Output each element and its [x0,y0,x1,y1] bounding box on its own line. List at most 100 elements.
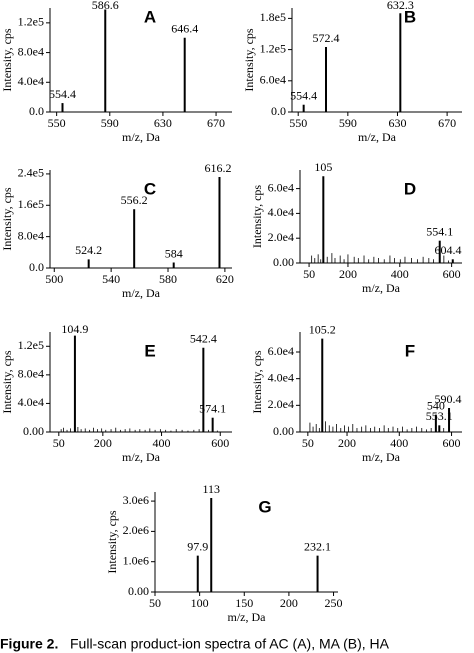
x-tick-label: 200 [338,436,356,450]
x-tick-label: 600 [443,267,461,281]
x-tick-label: 590 [101,116,119,130]
y-axis-label: Intensity, cps [0,28,14,92]
x-axis-label: m/z, Da [362,281,401,295]
y-axis-label: Intensity, cps [250,185,264,249]
panel-letter: E [144,341,155,360]
x-tick-label: 200 [280,596,298,610]
x-tick-label: 580 [159,272,177,286]
peak-label: 540 [427,398,445,412]
peak-label: 604.4 [435,243,462,257]
y-tick-label: 6.0e4 [268,180,294,194]
peak-label: 574.1 [199,401,226,415]
x-tick-label: 550 [48,116,66,130]
y-tick-label: 0.0 [271,104,286,118]
y-tick-label: 2.4e5 [18,166,44,180]
peak-label: 554.4 [49,87,76,101]
peak-label: 584 [165,246,183,260]
x-axis-label: m/z, Da [228,610,267,624]
y-tick-label: 6.0e4 [260,73,286,87]
x-tick-label: 670 [207,116,225,130]
y-tick-label: 4.0e4 [268,370,294,384]
y-tick-label: 8.0e4 [18,367,44,381]
y-tick-label: 0.0 [29,104,44,118]
peak-label: 232.1 [304,539,331,553]
y-tick-label: 6.0e4 [268,344,294,358]
x-tick-label: 670 [438,116,456,130]
peak-label: 590.4 [435,392,462,406]
panel-letter: B [404,7,416,26]
y-tick-label: 0.00 [273,424,294,438]
x-tick-label: 100 [191,596,209,610]
peak-label: 616.2 [205,161,232,175]
x-tick-label: 550 [289,116,307,130]
y-tick-label: 1.6e5 [18,197,44,211]
x-axis-label: m/z, Da [362,450,401,464]
y-tick-label: 8.0e4 [18,44,44,58]
panel-letter: C [144,179,156,198]
x-tick-label: 50 [302,436,314,450]
y-tick-label: 1.2e5 [18,338,44,352]
x-tick-label: 500 [45,272,63,286]
x-tick-label: 150 [235,596,253,610]
x-tick-label: 200 [94,436,112,450]
x-axis-label: m/z, Da [122,130,161,144]
x-tick-label: 50 [53,436,65,450]
y-tick-label: 4.0e4 [18,74,44,88]
y-axis-label: Intensity, cps [242,28,256,92]
y-axis-label: Intensity, cps [0,350,14,414]
y-axis-label: Intensity, cps [105,510,119,574]
y-tick-label: 0.00 [23,424,44,438]
peak-label: 572.4 [313,31,340,45]
peak-label: 553.1 [426,409,453,423]
peak-label: 104.9 [61,322,88,336]
y-axis-label: Intensity, cps [0,187,14,251]
peak-label: 524.2 [75,243,102,257]
caption-text: Full-scan product-ion spectra of AC (A),… [70,636,390,652]
x-axis-label: m/z, Da [122,450,161,464]
y-tick-label: 4.0e4 [18,395,44,409]
peak-label: 646.4 [171,21,198,35]
y-tick-label: 0.00 [273,255,294,269]
peak-label: 556.2 [121,193,148,207]
y-tick-label: 1.8e5 [260,10,286,24]
panel-letter: A [144,7,156,26]
x-tick-label: 630 [154,116,172,130]
x-tick-label: 600 [211,436,229,450]
x-axis-label: m/z, Da [122,286,161,300]
panel-letter: F [405,341,415,360]
peak-label: 97.9 [187,539,208,553]
y-tick-label: 2.0e4 [268,397,294,411]
x-tick-label: 50 [149,596,161,610]
x-tick-label: 630 [388,116,406,130]
peak-label: 113 [202,482,220,496]
y-tick-label: 1.2e5 [18,15,44,29]
peak-label: 554.4 [290,88,317,102]
caption-label: Figure 2. [0,636,58,652]
x-tick-label: 400 [390,436,408,450]
peak-label: 632.3 [387,0,414,12]
peak-label: 542.4 [190,331,217,345]
y-tick-label: 2.0e4 [268,230,294,244]
peak-label: 105.2 [309,322,336,336]
x-tick-label: 50 [303,267,315,281]
y-tick-label: 4.0e4 [268,205,294,219]
y-axis-label: Intensity, cps [250,350,264,414]
x-tick-label: 200 [339,267,357,281]
x-tick-label: 590 [339,116,357,130]
x-tick-label: 250 [325,596,343,610]
peak-label: 105 [314,160,332,174]
y-tick-label: 8.0e4 [18,228,44,242]
y-tick-label: 3.0e6 [123,493,149,507]
peak-label: 554.1 [426,224,453,238]
x-tick-label: 600 [443,436,461,450]
y-tick-label: 1.2e5 [260,41,286,55]
panel-letter: D [404,179,416,198]
x-tick-label: 620 [216,272,234,286]
x-tick-label: 400 [153,436,171,450]
y-tick-label: 2.0e6 [123,523,149,537]
peak-label: 586.6 [92,0,119,12]
y-tick-label: 1.0e6 [123,553,149,567]
x-tick-label: 400 [391,267,409,281]
panel-letter: G [258,497,271,516]
